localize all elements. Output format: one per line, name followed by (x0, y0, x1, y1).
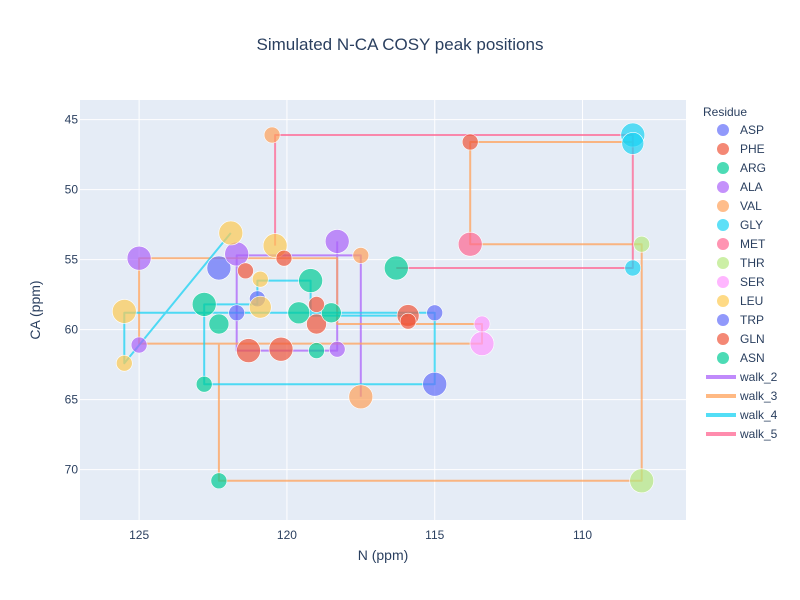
data-point-trp[interactable] (228, 304, 245, 322)
legend-label[interactable]: TRP (740, 313, 764, 327)
data-point-leu[interactable] (251, 270, 269, 288)
data-point-gln[interactable] (237, 262, 254, 280)
legend-label[interactable]: THR (740, 256, 765, 270)
legend-label[interactable]: GLN (740, 332, 765, 346)
data-point-ala[interactable] (130, 336, 148, 354)
data-point-val[interactable] (348, 384, 374, 410)
legend-marker-asn[interactable] (717, 352, 729, 364)
data-point-leu[interactable] (116, 354, 133, 372)
series-line-walk_2 (235, 241, 362, 397)
markers (112, 122, 655, 494)
data-point-arg[interactable] (208, 313, 230, 335)
data-point-phe[interactable] (236, 338, 261, 363)
data-point-ala[interactable] (126, 245, 152, 271)
legend-marker-gly[interactable] (717, 219, 729, 231)
legend-marker-ser[interactable] (717, 276, 729, 288)
data-point-asn[interactable] (195, 375, 213, 393)
legend-label[interactable]: walk_4 (739, 408, 778, 422)
data-point-arg[interactable] (210, 472, 228, 490)
legend-marker-met[interactable] (717, 238, 729, 250)
legend-title: Residue (703, 105, 747, 119)
legend-label[interactable]: VAL (740, 199, 762, 213)
data-point-arg[interactable] (383, 255, 409, 281)
data-point-ser[interactable] (473, 315, 491, 333)
data-point-ser[interactable] (469, 331, 495, 356)
data-point-thr[interactable] (633, 235, 651, 253)
legend-marker-asp[interactable] (717, 124, 729, 136)
x-tick-labels: 125 120 115 110 (129, 528, 592, 542)
data-point-trp[interactable] (426, 304, 444, 322)
legend-label[interactable]: MET (740, 237, 766, 251)
data-point-leu[interactable] (248, 295, 272, 319)
x-tick-label: 115 (425, 528, 444, 542)
legend-marker-ala[interactable] (717, 181, 729, 193)
legend-marker-trp[interactable] (717, 314, 729, 326)
legend-label[interactable]: PHE (740, 142, 765, 156)
legend-label[interactable]: walk_2 (739, 370, 778, 384)
legend-marker-thr[interactable] (717, 257, 729, 269)
y-tick-label: 65 (65, 393, 79, 407)
x-axis-title: N (ppm) (358, 547, 409, 563)
data-point-val[interactable] (263, 126, 281, 144)
legend-label[interactable]: walk_3 (739, 389, 778, 403)
legend-label[interactable]: ARG (740, 161, 766, 175)
data-point-asn[interactable] (287, 301, 311, 325)
data-point-asn[interactable] (298, 268, 323, 293)
data-point-gly[interactable] (621, 132, 645, 155)
series-line-walk_3 (138, 141, 643, 482)
y-tick-label: 70 (65, 463, 79, 477)
data-point-leu[interactable] (218, 220, 244, 246)
legend-marker-val[interactable] (717, 200, 729, 212)
data-point-asp[interactable] (206, 255, 232, 281)
data-point-leu[interactable] (112, 299, 137, 324)
data-point-met[interactable] (457, 231, 483, 257)
legend-marker-leu[interactable] (717, 295, 729, 307)
data-point-ala[interactable] (224, 241, 249, 267)
legend-marker-gln[interactable] (717, 333, 729, 345)
x-tick-label: 110 (573, 528, 592, 542)
legend-label[interactable]: ASN (740, 351, 765, 365)
data-point-gln[interactable] (399, 312, 417, 330)
data-point-gln[interactable] (275, 249, 293, 267)
data-point-asn[interactable] (308, 342, 325, 359)
y-tick-label: 50 (65, 183, 79, 197)
data-point-ala[interactable] (328, 340, 346, 358)
data-point-trp[interactable] (422, 371, 448, 397)
legend-label[interactable]: ASP (740, 123, 764, 137)
chart-title: Simulated N-CA COSY peak positions (257, 35, 544, 54)
y-tick-labels: 45 50 55 60 65 70 (65, 113, 79, 477)
data-point-phe[interactable] (461, 133, 479, 151)
y-tick-label: 45 (65, 113, 79, 127)
x-tick-label: 125 (129, 528, 149, 542)
legend-marker-phe[interactable] (717, 143, 729, 155)
data-point-phe[interactable] (306, 313, 327, 335)
legend-marker-arg[interactable] (717, 162, 729, 174)
y-tick-label: 60 (65, 323, 79, 337)
plot-area[interactable] (80, 100, 686, 520)
data-point-ala[interactable] (324, 229, 350, 254)
y-axis-title: CA (ppm) (27, 280, 43, 339)
x-tick-label: 120 (277, 528, 297, 542)
data-point-asn[interactable] (191, 292, 217, 317)
data-point-gln[interactable] (308, 296, 325, 313)
legend-label[interactable]: LEU (740, 294, 763, 308)
legend-label[interactable]: SER (740, 275, 765, 289)
y-tick-label: 55 (65, 253, 79, 267)
data-point-arg[interactable] (320, 302, 342, 324)
data-point-val[interactable] (352, 247, 370, 264)
legend: Residue ASP PHE ARG ALA VAL GLY MET THR SER LEU TR… (703, 105, 778, 441)
legend-label[interactable]: walk_5 (739, 427, 778, 441)
data-point-thr[interactable] (629, 468, 655, 494)
data-point-phe[interactable] (268, 336, 294, 362)
legend-label[interactable]: ALA (740, 180, 763, 194)
data-point-gly[interactable] (624, 259, 642, 277)
legend-label[interactable]: GLY (740, 218, 763, 232)
